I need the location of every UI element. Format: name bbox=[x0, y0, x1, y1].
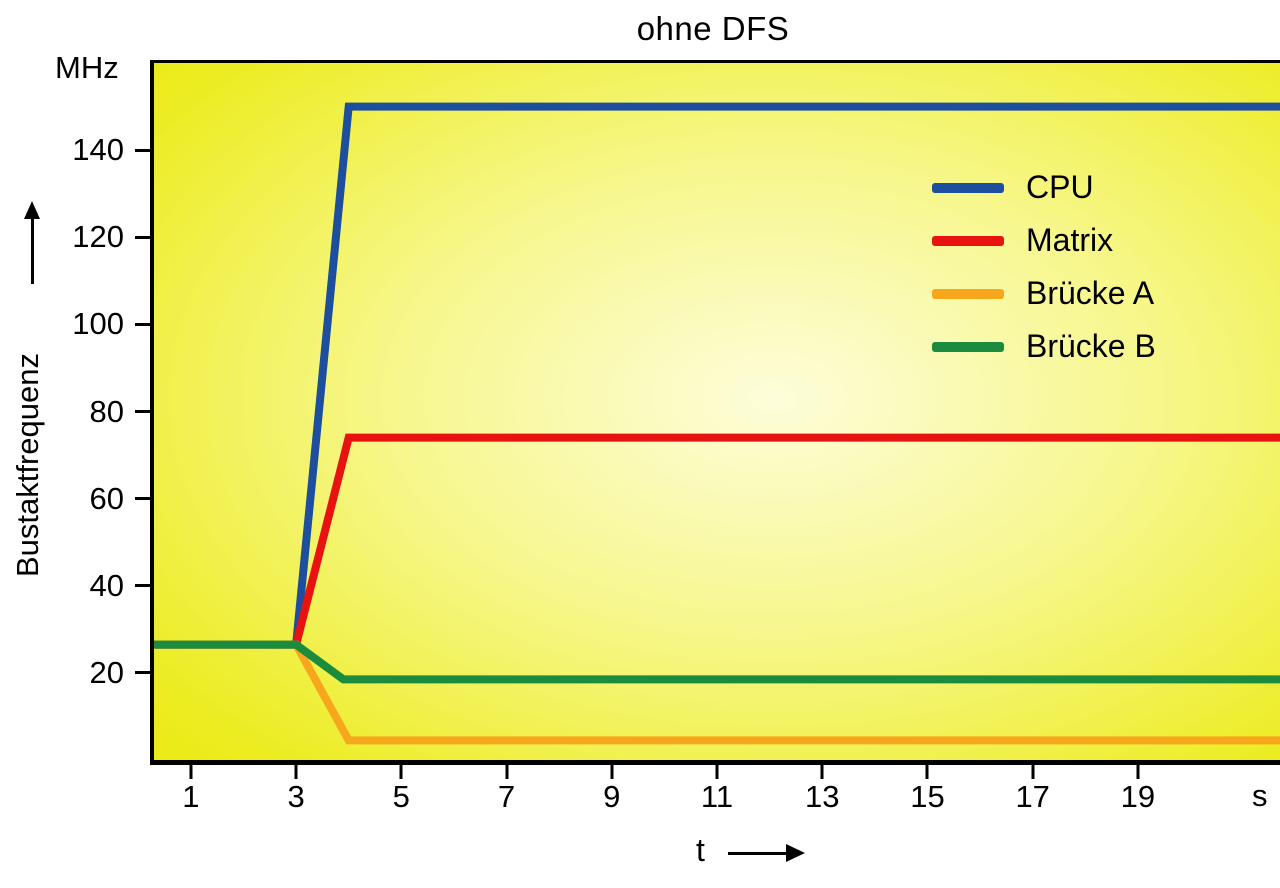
y-tick-mark bbox=[135, 584, 150, 588]
y-tick-mark bbox=[135, 235, 150, 239]
legend-label: Matrix bbox=[1026, 222, 1114, 258]
x-axis-unit-label: s bbox=[1252, 778, 1268, 813]
x-tick-mark bbox=[505, 765, 509, 779]
legend-item: Matrix bbox=[932, 214, 1156, 267]
legend-swatch bbox=[932, 235, 1004, 246]
y-tick-mark bbox=[135, 671, 150, 675]
y-tick-mark bbox=[135, 410, 150, 413]
y-axis-arrow-icon bbox=[24, 201, 40, 219]
legend-swatch bbox=[932, 182, 1004, 193]
x-tick-mark bbox=[610, 765, 614, 779]
legend: CPU Matrix Brücke A Brücke B bbox=[932, 161, 1156, 373]
x-tick-label: 1 bbox=[182, 779, 200, 814]
x-axis-caption: t bbox=[696, 832, 705, 868]
y-tick-label: 140 bbox=[72, 132, 124, 168]
x-tick-mark bbox=[820, 765, 824, 779]
y-tick-mark bbox=[135, 497, 150, 501]
y-axis-arrow-line bbox=[31, 218, 34, 284]
y-tick-label: 100 bbox=[72, 306, 124, 342]
x-tick-label: 19 bbox=[1120, 779, 1156, 814]
x-tick-mark bbox=[189, 765, 193, 779]
series-line-matrix bbox=[154, 433, 1280, 649]
y-tick-label: 20 bbox=[89, 654, 124, 690]
x-tick-label: 7 bbox=[497, 779, 516, 814]
y-axis-unit-label: MHz bbox=[55, 50, 119, 85]
x-tick-label: 15 bbox=[910, 779, 945, 814]
chart-canvas bbox=[154, 102, 1280, 745]
y-tick-label: 60 bbox=[89, 480, 124, 516]
y-tick-label: 40 bbox=[89, 567, 124, 603]
x-tick-mark bbox=[715, 765, 719, 779]
legend-label: CPU bbox=[1026, 169, 1094, 205]
legend-swatch bbox=[932, 288, 1004, 299]
x-tick-mark bbox=[399, 765, 403, 779]
legend-label: Brücke A bbox=[1026, 275, 1155, 311]
y-axis-ticks: 20 40 60 80 100 120 140 bbox=[0, 63, 150, 763]
series-line-brücke-b bbox=[154, 640, 1280, 684]
x-tick-mark bbox=[1136, 765, 1140, 779]
x-axis-arrow-icon bbox=[786, 844, 805, 862]
x-axis-arrow-line bbox=[728, 852, 786, 855]
x-tick-label: 13 bbox=[804, 779, 840, 814]
series-line-brücke-a bbox=[154, 640, 1280, 745]
x-tick-label: 5 bbox=[392, 779, 410, 814]
plot-area: CPU Matrix Brücke A Brücke B bbox=[150, 60, 1280, 765]
legend-item: Brücke A bbox=[932, 267, 1156, 320]
legend-item: Brücke B bbox=[932, 320, 1156, 373]
y-tick-label: 80 bbox=[89, 393, 124, 429]
legend-label: Brücke B bbox=[1026, 328, 1156, 364]
chart-title: ohne DFS bbox=[636, 10, 790, 47]
x-tick-mark bbox=[1031, 765, 1035, 779]
legend-item: CPU bbox=[932, 161, 1156, 214]
y-tick-label: 120 bbox=[72, 219, 124, 255]
legend-swatch bbox=[932, 341, 1004, 352]
x-tick-mark bbox=[294, 765, 298, 779]
x-tick-label: 17 bbox=[1015, 779, 1050, 814]
y-tick-mark bbox=[135, 148, 150, 152]
x-tick-label: 9 bbox=[603, 779, 621, 814]
x-tick-label: 11 bbox=[700, 779, 734, 814]
x-tick-mark bbox=[925, 765, 929, 779]
x-axis-ticks: 1 3 5 7 9 11 13 15 17 19 bbox=[154, 765, 1280, 825]
y-tick-mark bbox=[135, 322, 150, 326]
x-tick-label: 3 bbox=[287, 779, 305, 814]
